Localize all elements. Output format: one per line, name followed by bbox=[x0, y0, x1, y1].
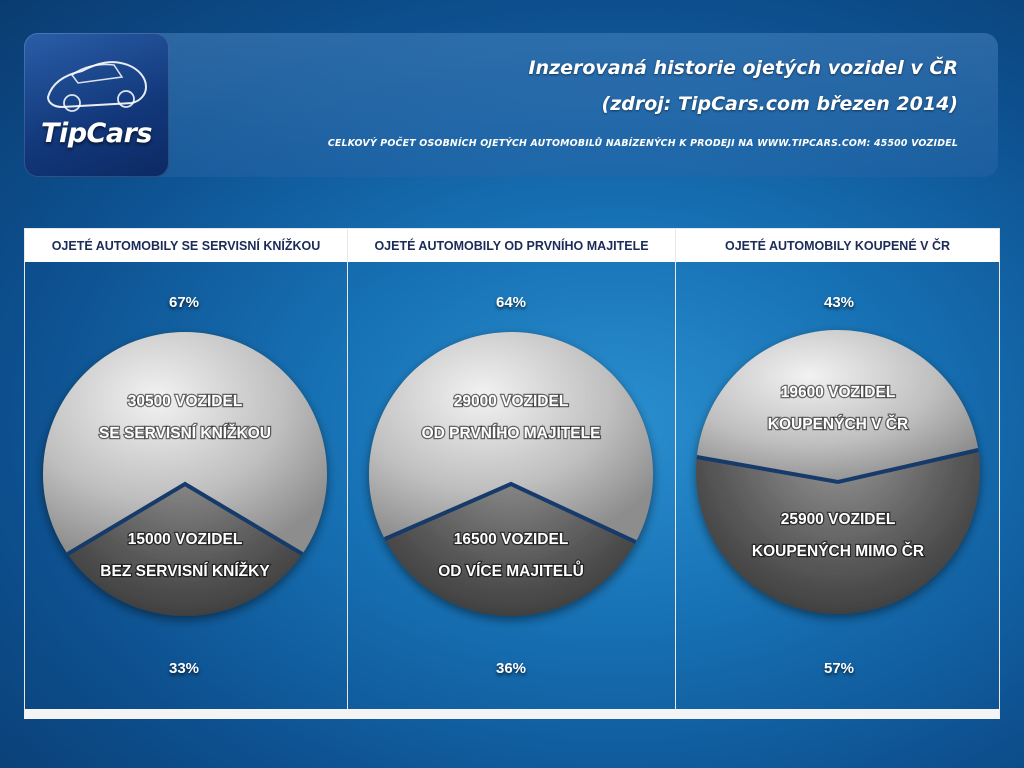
slice-label-primary-value: 19600 VOZIDEL bbox=[781, 384, 896, 401]
pie-chart-3 bbox=[696, 330, 980, 614]
page-subtitle: CELKOVÝ POČET OSOBNÍCH OJETÝCH AUTOMOBIL… bbox=[327, 138, 958, 149]
column-divider bbox=[347, 229, 348, 709]
slice-1-primary bbox=[42, 331, 328, 554]
slice-label-primary-value: 30500 VOZIDEL bbox=[128, 393, 243, 410]
percent-label-1b: 33% bbox=[168, 660, 200, 677]
slice-label-primary-text: SE SERVISNÍ KNÍŽKOU bbox=[99, 424, 271, 442]
slice-label-primary-value: 29000 VOZIDEL bbox=[454, 393, 569, 410]
pie-chart-1 bbox=[42, 331, 328, 616]
page-source: (zdroj: TipCars.com březen 2014) bbox=[601, 93, 958, 115]
chart-title-3: OJETÉ AUTOMOBILY KOUPENÉ V ČR bbox=[676, 229, 999, 262]
logo-text: TipCars bbox=[41, 118, 152, 149]
chart-title-1: OJETÉ AUTOMOBILY SE SERVISNÍ KNÍŽKOU bbox=[25, 229, 347, 262]
slice-label-secondary-value: 16500 VOZIDEL bbox=[454, 531, 569, 548]
slice-divider bbox=[66, 481, 304, 556]
slice-label-secondary-text: BEZ SERVISNÍ KNÍŽKY bbox=[100, 562, 270, 580]
slice-3-primary bbox=[696, 330, 979, 482]
car-icon bbox=[46, 61, 148, 112]
slice-label-primary-text: OD PRVNÍHO MAJITELE bbox=[422, 425, 601, 442]
header-banner bbox=[24, 33, 998, 177]
tipcars-logo[interactable]: TipCars bbox=[24, 33, 169, 177]
column-divider bbox=[675, 229, 676, 709]
charts-panel bbox=[24, 228, 1000, 719]
slice-label-secondary-value: 15000 VOZIDEL bbox=[128, 531, 243, 548]
slice-2-primary bbox=[369, 332, 653, 542]
slice-label-primary-text: KOUPENÝCH V ČR bbox=[768, 415, 908, 433]
percent-label-3b: 57% bbox=[823, 660, 855, 677]
page-title: Inzerovaná historie ojetých vozidel v ČR bbox=[528, 57, 958, 79]
slice-divider bbox=[696, 448, 979, 485]
slice-divider bbox=[383, 481, 637, 544]
percent-label-3a: 43% bbox=[823, 294, 855, 311]
pie-chart-2 bbox=[369, 332, 653, 616]
chart-title-2: OJETÉ AUTOMOBILY OD PRVNÍHO MAJITELE bbox=[348, 229, 675, 262]
percent-label-2a: 64% bbox=[495, 294, 527, 311]
slice-label-secondary-text: KOUPENÝCH MIMO ČR bbox=[752, 542, 924, 560]
slice-label-secondary-text: OD VÍCE MAJITELŮ bbox=[438, 561, 584, 580]
slice-label-secondary-value: 25900 VOZIDEL bbox=[781, 511, 896, 528]
percent-label-2b: 36% bbox=[495, 660, 527, 677]
percent-label-1a: 67% bbox=[168, 294, 200, 311]
